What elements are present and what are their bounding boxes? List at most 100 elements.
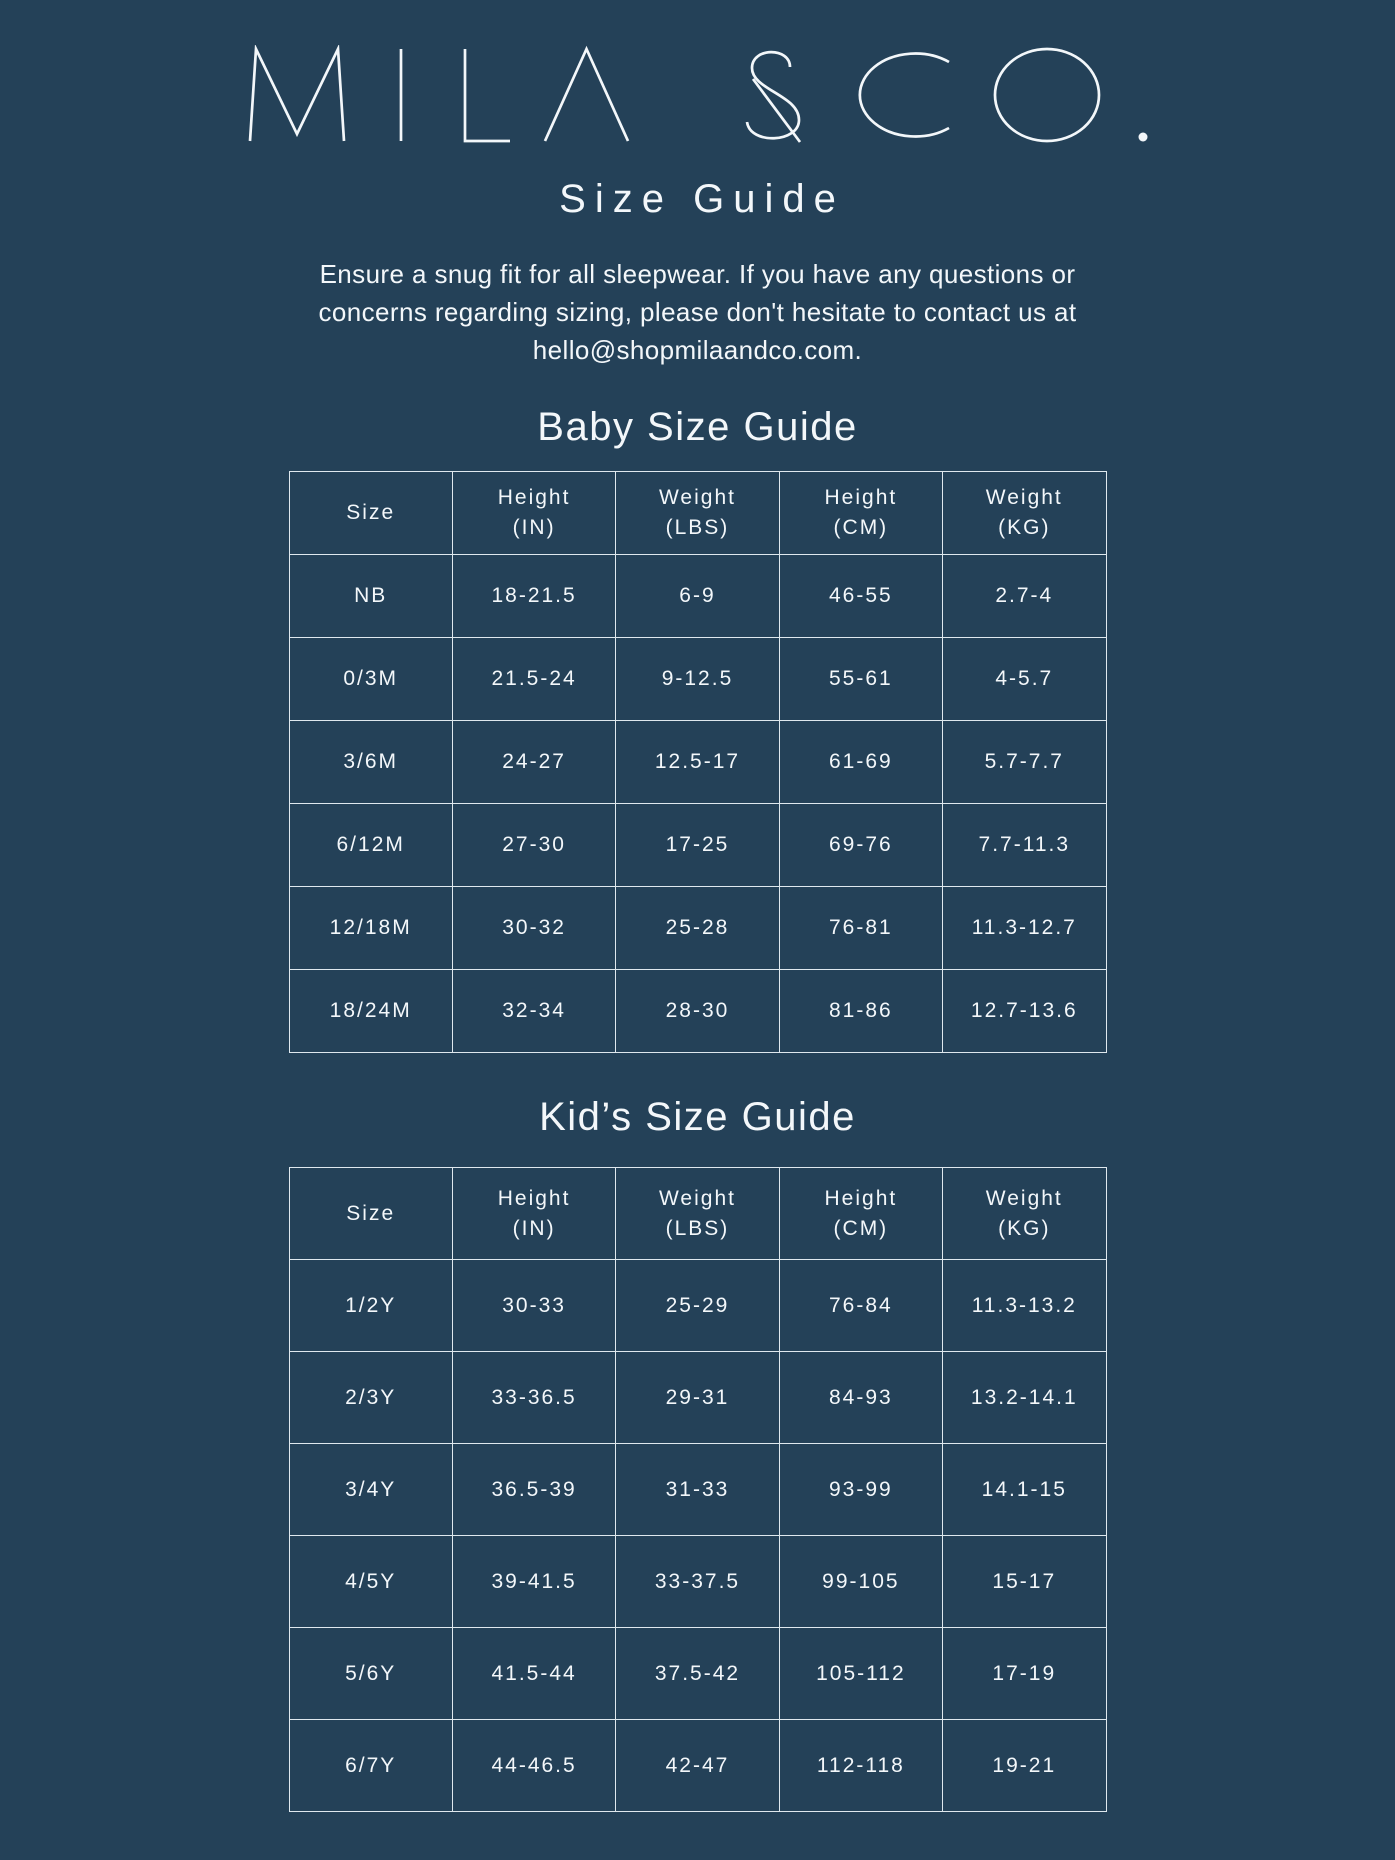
logo-letter-o [993,47,1100,143]
logo-letter-c [858,52,950,138]
table-row: 3/4Y 36.5-39 31-33 93-99 14.1-15 [288,1443,1107,1536]
value-cell: 6-9 [615,554,780,638]
table-row: 6/7Y 44-46.5 42-47 112-118 19-21 [288,1719,1107,1812]
column-header-label: Height [497,1186,571,1210]
column-header: Size [288,471,453,555]
value-cell: 4-5.7 [942,637,1107,721]
intro-line-3: hello@shopmilaandco.com. [532,335,863,365]
value-cell: 2.7-4 [942,554,1107,638]
value-cell: 13.2-14.1 [942,1351,1107,1444]
brand-name-text: MILA & CO. [247,145,248,146]
table-row: 18/24M 32-34 28-30 81-86 12.7-13.6 [288,969,1107,1053]
value-cell: 17-25 [615,803,780,887]
table-row: 12/18M 30-32 25-28 76-81 11.3-12.7 [288,886,1107,970]
value-cell: 33-37.5 [615,1535,780,1628]
size-cell: 0/3M [288,637,453,721]
baby-size-table: Size Height (IN) Weight (LBS) Height (CM) Weigh… [288,471,1107,1053]
size-cell: 6/12M [288,803,453,887]
value-cell: 55-61 [778,637,944,721]
size-cell: 2/3Y [288,1351,453,1444]
value-cell: 41.5-44 [451,1627,617,1720]
logo-letter-a [543,45,629,142]
baby-size-guide-section: Baby Size Guide Size Height (IN) Weight (LBS… [0,405,1395,1053]
column-header: Weight (KG) [942,1167,1107,1260]
column-header: Weight (LBS) [615,1167,780,1260]
kids-header-row: Size Height (IN) Weight (LBS) Height (CM) Weigh… [288,1167,1107,1260]
column-header-label: Size [346,1201,396,1225]
value-cell: 93-99 [778,1443,944,1536]
table-row: 3/6M 24-27 12.5-17 61-69 5.7-7.7 [288,720,1107,804]
logo-ampersand [745,50,800,140]
table-row: NB 18-21.5 6-9 46-55 2.7-4 [288,554,1107,638]
logo-letter-m [248,45,345,142]
table-row: 1/2Y 30-33 25-29 76-84 11.3-13.2 [288,1259,1107,1352]
intro-line-2: concerns regarding sizing, please don't … [318,297,1077,327]
table-row: 6/12M 27-30 17-25 69-76 7.7-11.3 [288,803,1107,887]
column-header-unit: (IN) [512,516,556,539]
column-header-label: Weight [985,486,1063,509]
value-cell: 112-118 [778,1719,944,1812]
value-cell: 99-105 [778,1535,944,1628]
column-header-unit: (KG) [998,516,1051,539]
table-row: 5/6Y 41.5-44 37.5-42 105-112 17-19 [288,1627,1107,1720]
value-cell: 21.5-24 [451,637,617,721]
intro-line-1: Ensure a snug fit for all sleepwear. If … [319,259,1076,289]
value-cell: 18-21.5 [451,554,617,638]
column-header-label: Weight [985,1186,1063,1210]
value-cell: 31-33 [615,1443,780,1536]
value-cell: 81-86 [778,969,944,1053]
column-header: Height (CM) [778,1167,944,1260]
column-header: Weight (LBS) [615,471,780,555]
value-cell: 5.7-7.7 [942,720,1107,804]
value-cell: 44-46.5 [451,1719,617,1812]
value-cell: 30-33 [451,1259,617,1352]
page-title: Size Guide [559,177,845,221]
value-cell: 19-21 [942,1719,1107,1812]
page-header: MILA & CO. Size Guide Ensure a snug fit … [0,45,1395,369]
value-cell: 28-30 [615,969,780,1053]
value-cell: 29-31 [615,1351,780,1444]
size-cell: 4/5Y [288,1535,453,1628]
size-cell: 3/6M [288,720,453,804]
value-cell: 76-81 [778,886,944,970]
kids-size-guide-section: Kid’s Size Guide Size Height (IN) Weight (LB… [0,1095,1395,1812]
column-header-unit: (LBS) [665,1216,730,1240]
value-cell: 15-17 [942,1535,1107,1628]
value-cell: 12.5-17 [615,720,780,804]
column-header-label: Height [824,1186,898,1210]
value-cell: 25-28 [615,886,780,970]
table-row: 0/3M 21.5-24 9-12.5 55-61 4-5.7 [288,637,1107,721]
column-header-unit: (IN) [512,1216,556,1240]
column-header-label: Height [824,486,898,509]
value-cell: 25-29 [615,1259,780,1352]
logo-ampersand-diagonal [751,78,801,143]
column-header: Height (IN) [451,471,617,555]
value-cell: 11.3-13.2 [942,1259,1107,1352]
column-header: Weight (KG) [942,471,1107,555]
intro-text: Ensure a snug fit for all sleepwear. If … [218,255,1178,369]
size-cell: 12/18M [288,886,453,970]
value-cell: 9-12.5 [615,637,780,721]
brand-logo: MILA & CO. [247,45,1149,145]
column-header-unit: (KG) [998,1216,1051,1240]
baby-guide-heading: Baby Size Guide [537,405,858,449]
size-cell: NB [288,554,453,638]
size-cell: 6/7Y [288,1719,453,1812]
column-header: Size [288,1167,453,1260]
column-header: Height (IN) [451,1167,617,1260]
value-cell: 37.5-42 [615,1627,780,1720]
value-cell: 12.7-13.6 [942,969,1107,1053]
value-cell: 105-112 [778,1627,944,1720]
value-cell: 7.7-11.3 [942,803,1107,887]
column-header: Height (CM) [778,471,944,555]
table-row: 2/3Y 33-36.5 29-31 84-93 13.2-14.1 [288,1351,1107,1444]
column-header-unit: (LBS) [665,516,730,539]
column-header-label: Height [497,486,571,509]
value-cell: 84-93 [778,1351,944,1444]
value-cell: 24-27 [451,720,617,804]
table-row: 4/5Y 39-41.5 33-37.5 99-105 15-17 [288,1535,1107,1628]
value-cell: 17-19 [942,1627,1107,1720]
value-cell: 46-55 [778,554,944,638]
column-header-label: Size [346,501,396,524]
value-cell: 33-36.5 [451,1351,617,1444]
